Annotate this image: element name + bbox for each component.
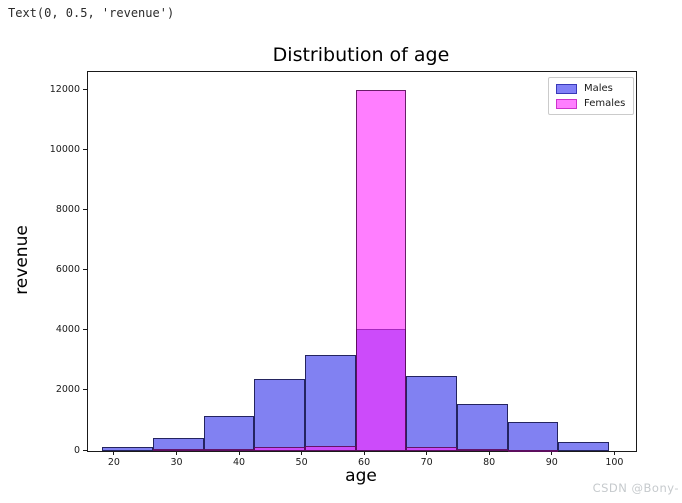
x-tick-label: 80 — [483, 457, 496, 468]
histogram-bar-males — [457, 404, 508, 451]
legend-swatch-males — [556, 83, 577, 94]
watermark-text: CSDN @Bony- — [592, 481, 679, 495]
x-tick-mark — [301, 451, 303, 455]
y-tick-label: 4000 — [55, 324, 80, 336]
histogram-bar-females — [203, 449, 255, 452]
y-tick-label: 8000 — [55, 203, 80, 215]
y-tick-label: 10000 — [49, 143, 80, 155]
console-output-text: Text(0, 0.5, 'revenue') — [8, 6, 175, 20]
x-tick-label: 70 — [420, 457, 433, 468]
chart-title: Distribution of age — [272, 44, 450, 66]
histogram-bar-males — [203, 415, 255, 451]
x-tick-mark — [551, 451, 553, 455]
legend-label: Females — [584, 98, 626, 109]
x-tick-label: 50 — [295, 457, 308, 468]
legend-entry-males: Males — [556, 83, 625, 94]
y-tick-label: 2000 — [55, 384, 80, 396]
legend-swatch-females — [556, 98, 577, 109]
y-tick-mark — [83, 389, 87, 391]
y-tick-mark — [83, 269, 87, 270]
x-tick-label: 90 — [545, 457, 558, 468]
y-tick-mark — [83, 329, 87, 331]
x-axis-label: age — [345, 466, 377, 486]
legend-label: Males — [584, 83, 613, 94]
x-tick-mark — [426, 451, 428, 455]
x-tick-label: 60 — [358, 457, 371, 468]
histogram-bar-females — [406, 447, 458, 451]
histogram-bar-females — [153, 449, 204, 452]
x-tick-mark — [176, 451, 177, 455]
plot-area: Males Females — [87, 71, 637, 453]
y-tick-mark — [83, 88, 87, 90]
x-tick-mark — [363, 451, 365, 455]
y-tick-label: 6000 — [55, 264, 80, 275]
x-tick-label: 100 — [605, 457, 624, 468]
histogram-bar-females — [355, 90, 407, 451]
x-tick-mark — [613, 451, 615, 455]
y-tick-mark — [83, 208, 87, 210]
histogram-bar-males — [102, 447, 154, 451]
y-tick-mark — [83, 148, 87, 150]
legend-box: Males Females — [548, 77, 635, 115]
y-tick-mark — [83, 449, 87, 451]
histogram-bar-females — [254, 447, 306, 451]
y-tick-label: 0 — [73, 444, 80, 456]
histogram-bar-males — [254, 378, 306, 451]
x-tick-label: 30 — [170, 457, 183, 468]
histogram-bar-males — [305, 354, 356, 451]
x-tick-mark — [488, 451, 490, 455]
histogram-bar-males — [507, 422, 559, 451]
x-tick-label: 20 — [107, 457, 120, 468]
x-tick-mark — [113, 451, 115, 455]
histogram-bar-females — [507, 450, 559, 453]
histogram-bar-females — [457, 449, 508, 452]
y-axis-label: revenue — [12, 225, 32, 295]
histogram-bar-females — [305, 446, 356, 451]
x-tick-label: 40 — [232, 457, 246, 468]
y-tick-label: 12000 — [49, 83, 80, 95]
x-tick-mark — [238, 451, 240, 455]
histogram-bar-males — [406, 375, 458, 451]
histogram-bar-males — [558, 442, 610, 451]
legend-entry-females: Females — [556, 98, 625, 109]
